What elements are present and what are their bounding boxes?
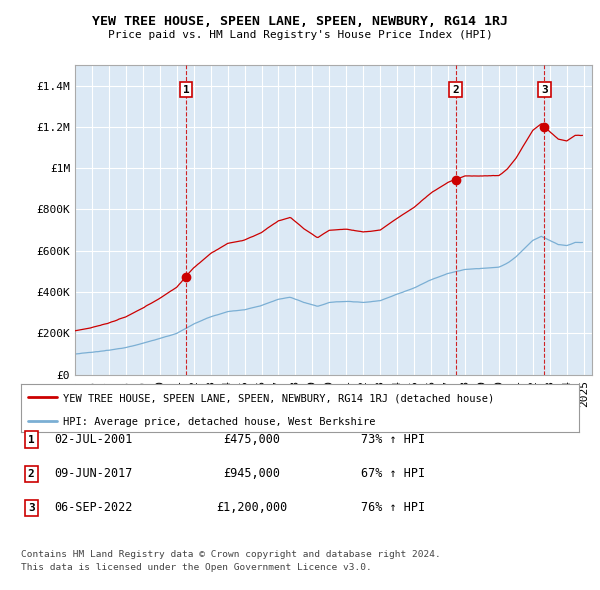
Text: £945,000: £945,000 [223,467,281,480]
Text: 73% ↑ HPI: 73% ↑ HPI [361,433,425,446]
Text: 1: 1 [182,85,189,94]
Text: 1: 1 [28,435,35,444]
Text: 3: 3 [28,503,35,513]
Text: 2: 2 [28,469,35,478]
Text: 2: 2 [452,85,459,94]
Text: HPI: Average price, detached house, West Berkshire: HPI: Average price, detached house, West… [63,417,376,427]
Text: This data is licensed under the Open Government Licence v3.0.: This data is licensed under the Open Gov… [21,563,372,572]
Text: £475,000: £475,000 [223,433,281,446]
Text: Price paid vs. HM Land Registry's House Price Index (HPI): Price paid vs. HM Land Registry's House … [107,30,493,40]
Text: 3: 3 [541,85,548,94]
Text: YEW TREE HOUSE, SPEEN LANE, SPEEN, NEWBURY, RG14 1RJ: YEW TREE HOUSE, SPEEN LANE, SPEEN, NEWBU… [92,15,508,28]
Text: £1,200,000: £1,200,000 [217,502,287,514]
Text: 67% ↑ HPI: 67% ↑ HPI [361,467,425,480]
Text: 06-SEP-2022: 06-SEP-2022 [54,502,132,514]
Text: 09-JUN-2017: 09-JUN-2017 [54,467,132,480]
Text: 02-JUL-2001: 02-JUL-2001 [54,433,132,446]
Text: YEW TREE HOUSE, SPEEN LANE, SPEEN, NEWBURY, RG14 1RJ (detached house): YEW TREE HOUSE, SPEEN LANE, SPEEN, NEWBU… [63,393,494,403]
Text: Contains HM Land Registry data © Crown copyright and database right 2024.: Contains HM Land Registry data © Crown c… [21,550,441,559]
Text: 76% ↑ HPI: 76% ↑ HPI [361,502,425,514]
